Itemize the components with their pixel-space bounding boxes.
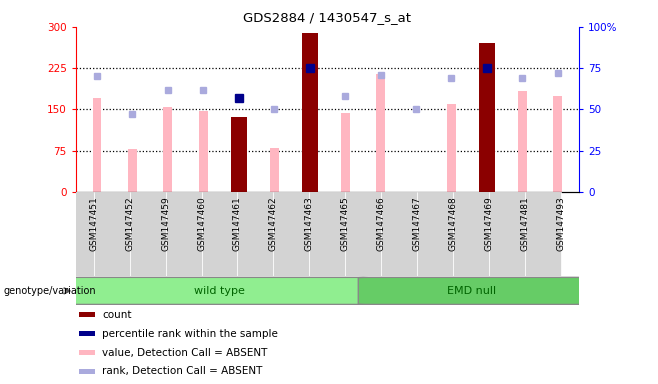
Bar — [479, 43, 495, 192]
Title: GDS2884 / 1430547_s_at: GDS2884 / 1430547_s_at — [243, 11, 411, 24]
Bar — [341, 113, 349, 192]
Text: GSM147481: GSM147481 — [520, 196, 530, 251]
Text: GSM147462: GSM147462 — [269, 196, 278, 251]
Bar — [231, 117, 247, 192]
Bar — [93, 98, 101, 192]
Bar — [80, 350, 95, 355]
Bar — [489, 192, 525, 276]
Bar — [453, 192, 489, 276]
Bar — [128, 149, 137, 192]
Bar — [518, 91, 527, 192]
Bar — [381, 192, 417, 276]
Bar — [270, 148, 278, 192]
Text: GSM147465: GSM147465 — [341, 196, 350, 251]
FancyBboxPatch shape — [70, 277, 368, 305]
Text: rank, Detection Call = ABSENT: rank, Detection Call = ABSENT — [102, 366, 263, 376]
Text: GSM147466: GSM147466 — [377, 196, 386, 251]
Text: GSM147493: GSM147493 — [557, 196, 566, 251]
Bar — [130, 192, 166, 276]
Text: EMD null: EMD null — [447, 286, 495, 296]
Text: GSM147469: GSM147469 — [485, 196, 494, 251]
Bar — [80, 369, 95, 374]
Text: GSM147460: GSM147460 — [197, 196, 206, 251]
Bar — [201, 192, 238, 276]
Bar — [238, 192, 274, 276]
Bar — [447, 104, 456, 192]
Bar — [376, 74, 385, 192]
Text: genotype/variation: genotype/variation — [3, 286, 96, 296]
Text: count: count — [102, 310, 132, 320]
Bar — [80, 331, 95, 336]
Bar — [417, 192, 453, 276]
Bar — [274, 192, 309, 276]
Bar — [163, 107, 172, 192]
Text: GSM147468: GSM147468 — [449, 196, 458, 251]
Bar — [58, 192, 93, 276]
Text: GSM147452: GSM147452 — [125, 196, 134, 251]
Text: wild type: wild type — [194, 286, 245, 296]
Text: GSM147451: GSM147451 — [89, 196, 98, 251]
Bar — [301, 33, 318, 192]
Bar — [166, 192, 201, 276]
Text: GSM147463: GSM147463 — [305, 196, 314, 251]
Bar — [309, 192, 345, 276]
Bar — [525, 192, 561, 276]
Text: GSM147461: GSM147461 — [233, 196, 242, 251]
Bar — [345, 192, 381, 276]
Bar — [93, 192, 130, 276]
Bar — [199, 111, 208, 192]
Text: GSM147467: GSM147467 — [413, 196, 422, 251]
Text: GSM147459: GSM147459 — [161, 196, 170, 251]
Text: value, Detection Call = ABSENT: value, Detection Call = ABSENT — [102, 348, 267, 358]
FancyBboxPatch shape — [358, 277, 584, 305]
Bar — [80, 312, 95, 318]
Bar — [553, 96, 562, 192]
Text: percentile rank within the sample: percentile rank within the sample — [102, 329, 278, 339]
